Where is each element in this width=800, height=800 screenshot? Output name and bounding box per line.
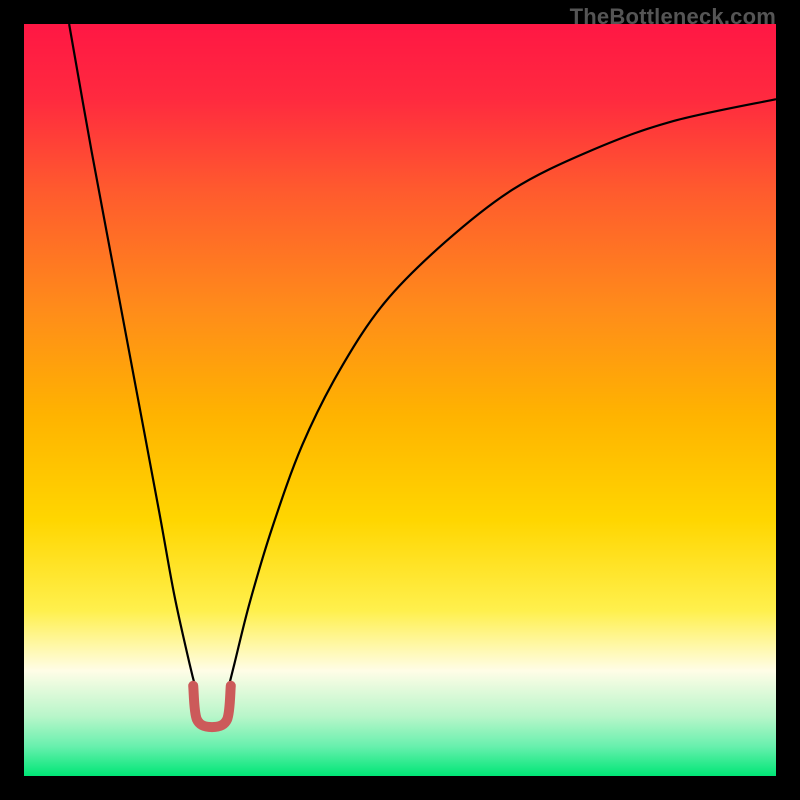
plot-background: [24, 24, 776, 776]
chart-container: TheBottleneck.com: [0, 0, 800, 800]
chart-svg: [0, 0, 800, 800]
watermark-text: TheBottleneck.com: [570, 4, 776, 30]
